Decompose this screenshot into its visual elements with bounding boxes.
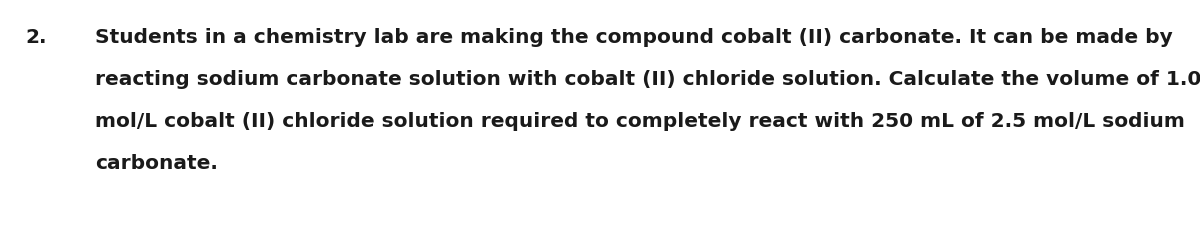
Text: reacting sodium carbonate solution with cobalt (II) chloride solution. Calculate: reacting sodium carbonate solution with … xyxy=(95,70,1200,89)
Text: mol/L cobalt (II) chloride solution required to completely react with 250 mL of : mol/L cobalt (II) chloride solution requ… xyxy=(95,112,1184,131)
Text: carbonate.: carbonate. xyxy=(95,154,218,173)
Text: Students in a chemistry lab are making the compound cobalt (II) carbonate. It ca: Students in a chemistry lab are making t… xyxy=(95,28,1172,47)
Text: 2.: 2. xyxy=(25,28,47,47)
